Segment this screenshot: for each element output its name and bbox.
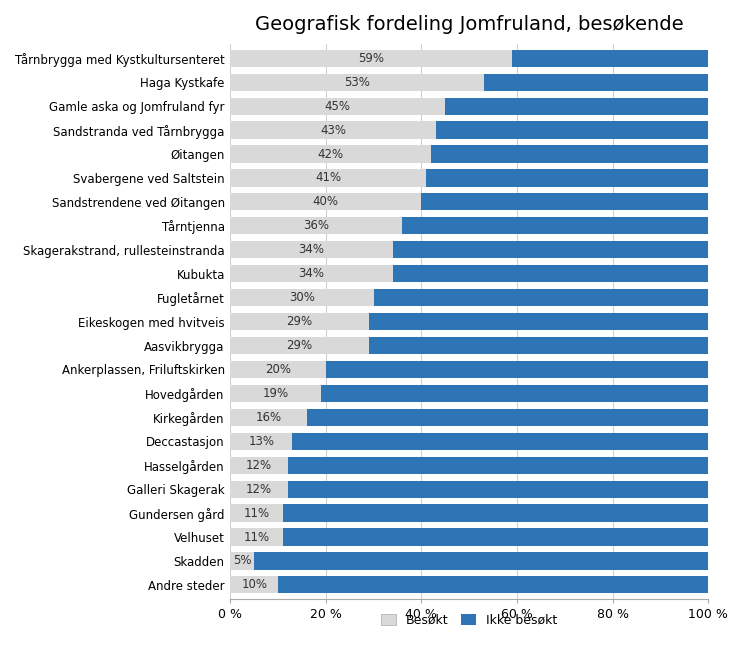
Bar (326, 361, 708, 378)
Bar (230, 409, 307, 426)
Text: 5%: 5% (233, 554, 251, 568)
Text: 59%: 59% (358, 52, 384, 64)
Bar (421, 193, 708, 211)
Bar (230, 169, 426, 187)
Bar (230, 456, 288, 474)
Text: 19%: 19% (262, 387, 289, 400)
Bar (230, 74, 484, 91)
Bar (230, 576, 278, 593)
Text: 29%: 29% (287, 339, 313, 352)
Bar (230, 217, 402, 234)
Bar (230, 193, 421, 211)
Text: 43%: 43% (320, 123, 346, 137)
Text: 36%: 36% (303, 219, 329, 232)
Text: 41%: 41% (315, 171, 341, 185)
Bar (230, 480, 288, 498)
Bar (431, 146, 708, 162)
Text: 10%: 10% (241, 578, 267, 591)
Text: 53%: 53% (344, 76, 370, 89)
Bar (512, 50, 708, 67)
Bar (230, 289, 374, 306)
Text: 13%: 13% (248, 435, 274, 448)
Bar (230, 337, 369, 354)
Bar (393, 241, 708, 258)
Bar (402, 217, 708, 234)
Bar (230, 433, 293, 450)
Bar (369, 313, 708, 330)
Bar (230, 97, 445, 115)
Bar (283, 528, 708, 546)
Bar (484, 74, 708, 91)
Bar (230, 361, 326, 378)
Bar (293, 433, 708, 450)
Bar (230, 146, 431, 162)
Bar (321, 384, 708, 402)
Bar (230, 265, 393, 282)
Text: 11%: 11% (244, 507, 270, 519)
Text: 34%: 34% (299, 244, 325, 256)
Bar (435, 121, 708, 139)
Bar (369, 337, 708, 354)
Text: 16%: 16% (256, 411, 282, 424)
Bar (230, 50, 512, 67)
Bar (288, 480, 708, 498)
Bar (230, 241, 393, 258)
Bar (288, 456, 708, 474)
Bar (374, 289, 708, 306)
Text: 11%: 11% (244, 531, 270, 544)
Bar (283, 505, 708, 521)
Text: 42%: 42% (317, 148, 344, 160)
Text: 20%: 20% (265, 363, 291, 376)
Bar (278, 576, 708, 593)
Text: 12%: 12% (246, 459, 272, 472)
Text: 45%: 45% (325, 99, 351, 113)
Bar (254, 552, 708, 570)
Bar (230, 384, 321, 402)
Bar (230, 505, 283, 521)
Legend: Besøkt, Ikke besøkt: Besøkt, Ikke besøkt (376, 609, 562, 632)
Text: 12%: 12% (246, 482, 272, 496)
Text: 34%: 34% (299, 267, 325, 280)
Bar (445, 97, 708, 115)
Bar (426, 169, 708, 187)
Text: 40%: 40% (313, 195, 339, 209)
Text: 29%: 29% (287, 315, 313, 328)
Title: Geografisk fordeling Jomfruland, besøkende: Geografisk fordeling Jomfruland, besøken… (255, 15, 684, 34)
Bar (230, 528, 283, 546)
Bar (230, 552, 254, 570)
Bar (393, 265, 708, 282)
Bar (307, 409, 708, 426)
Bar (230, 121, 435, 139)
Text: 30%: 30% (289, 291, 315, 304)
Bar (230, 313, 369, 330)
